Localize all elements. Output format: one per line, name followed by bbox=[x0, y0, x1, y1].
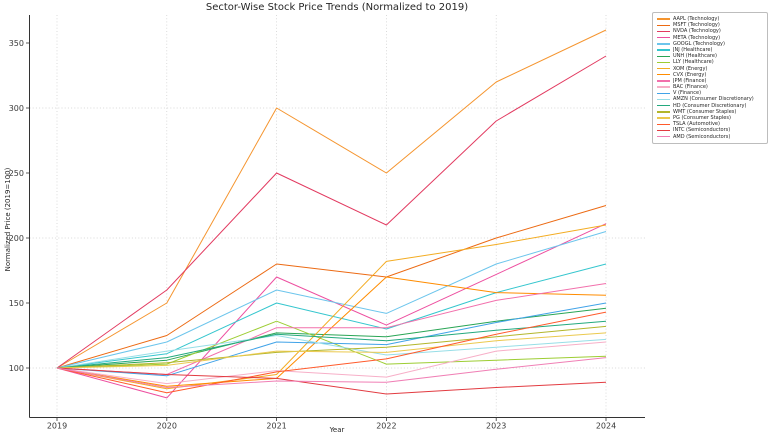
legend-item: HD (Consumer Discretionary) bbox=[657, 103, 763, 109]
series-line bbox=[56, 357, 607, 388]
legend-label: V (Finance) bbox=[673, 90, 702, 97]
y-tick-label: 200 bbox=[9, 234, 24, 243]
x-tick-label: 2019 bbox=[47, 422, 67, 431]
series-line bbox=[56, 320, 607, 369]
legend-item: UNH (Healthcare) bbox=[657, 53, 763, 59]
legend-label: TSLA (Automotive) bbox=[673, 121, 720, 128]
legend-swatch bbox=[657, 61, 670, 64]
legend-swatch bbox=[657, 86, 670, 88]
y-tick-label: 150 bbox=[9, 299, 24, 308]
legend-swatch bbox=[657, 129, 670, 132]
legend-swatch bbox=[657, 74, 670, 76]
y-tick-label: 300 bbox=[9, 104, 24, 113]
legend-swatch bbox=[657, 49, 670, 51]
x-tick-label: 2024 bbox=[596, 422, 616, 431]
legend-item: NVDA (Technology) bbox=[657, 28, 763, 34]
chart-title: Sector-Wise Stock Price Trends (Normaliz… bbox=[205, 2, 469, 13]
legend-item: AMZN (Consumer Discretionary) bbox=[657, 96, 763, 102]
legend-swatch bbox=[657, 135, 670, 138]
legend-swatch bbox=[657, 24, 670, 26]
legend-item: AMD (Semiconductors) bbox=[657, 134, 763, 140]
series-line bbox=[56, 311, 607, 394]
x-tick-label: 2021 bbox=[266, 422, 286, 431]
y-tick-label: 100 bbox=[9, 364, 24, 373]
legend-label: CVX (Energy) bbox=[673, 71, 707, 78]
legend-swatch bbox=[657, 105, 670, 107]
x-tick-label: 2020 bbox=[157, 422, 177, 431]
legend-label: WMT (Consumer Staples) bbox=[673, 108, 737, 115]
legend-swatch bbox=[657, 30, 670, 33]
series-line bbox=[56, 231, 607, 369]
series-line bbox=[56, 332, 607, 369]
series-line bbox=[56, 320, 607, 369]
legend-swatch bbox=[657, 92, 670, 95]
legend-swatch bbox=[657, 117, 670, 119]
legend-item: BAC (Finance) bbox=[657, 84, 763, 90]
legend-label: JNJ (Healthcare) bbox=[673, 46, 713, 53]
legend-swatch bbox=[657, 123, 670, 125]
x-tick-label: 2023 bbox=[486, 422, 506, 431]
series-line bbox=[56, 341, 607, 385]
legend-item: JPM (Finance) bbox=[657, 78, 763, 84]
legend-item: CVX (Energy) bbox=[657, 72, 763, 78]
legend-item: XOM (Energy) bbox=[657, 66, 763, 72]
legend-label: META (Technology) bbox=[673, 34, 721, 41]
legend-swatch bbox=[657, 18, 670, 20]
y-tick-label: 350 bbox=[9, 39, 24, 48]
legend-item: INTC (Semiconductors) bbox=[657, 127, 763, 133]
legend-item: GOOGL (Technology) bbox=[657, 41, 763, 47]
series-line bbox=[56, 223, 607, 399]
legend-label: AAPL (Technology) bbox=[673, 16, 720, 22]
legend-label: BAC (Finance) bbox=[673, 84, 708, 91]
legend-item: TSLA (Automotive) bbox=[657, 121, 763, 127]
legend-label: XOM (Energy) bbox=[673, 65, 708, 72]
legend-item: META (Technology) bbox=[657, 35, 763, 41]
y-tick-label: 250 bbox=[9, 169, 24, 178]
legend-swatch bbox=[657, 98, 670, 101]
legend-label: AMD (Semiconductors) bbox=[673, 133, 731, 140]
legend-swatch bbox=[657, 67, 670, 70]
legend-label: HD (Consumer Discretionary) bbox=[673, 102, 747, 109]
series-line bbox=[56, 276, 607, 387]
series-line bbox=[56, 325, 607, 369]
legend-label: PG (Consumer Staples) bbox=[673, 115, 731, 121]
legend-label: GOOGL (Technology) bbox=[673, 40, 725, 47]
series-line bbox=[56, 224, 607, 390]
legend-swatch bbox=[657, 80, 670, 82]
series-line bbox=[56, 55, 607, 369]
legend-swatch bbox=[657, 111, 670, 113]
series-line bbox=[56, 205, 607, 369]
legend-label: INTC (Semiconductors) bbox=[673, 127, 731, 134]
legend-item: JNJ (Healthcare) bbox=[657, 47, 763, 53]
series-line bbox=[56, 367, 607, 395]
series-line bbox=[56, 263, 607, 369]
legend-label: JPM (Finance) bbox=[673, 77, 707, 84]
legend-label: UNH (Healthcare) bbox=[673, 53, 717, 60]
legend-item: AAPL (Technology) bbox=[657, 16, 763, 22]
legend-item: MSFT (Technology) bbox=[657, 22, 763, 28]
legend-label: LLY (Healthcare) bbox=[673, 59, 714, 66]
series-line bbox=[56, 302, 607, 377]
x-tick-label: 2022 bbox=[376, 422, 396, 431]
legend-item: V (Finance) bbox=[657, 90, 763, 96]
legend-item: PG (Consumer Staples) bbox=[657, 115, 763, 121]
legend-swatch bbox=[657, 55, 670, 57]
legend-swatch bbox=[657, 43, 670, 45]
y-axis-label: Normalized Price (2019=100) bbox=[4, 167, 12, 272]
legend-label: AMZN (Consumer Discretionary) bbox=[673, 96, 754, 103]
legend-label: NVDA (Technology) bbox=[673, 28, 721, 35]
legend: AAPL (Technology) MSFT (Technology) NVDA (… bbox=[652, 12, 768, 144]
x-axis-label: Year bbox=[329, 426, 345, 434]
legend-item: LLY (Healthcare) bbox=[657, 59, 763, 65]
series-line bbox=[56, 29, 607, 369]
series-line bbox=[56, 335, 607, 369]
legend-swatch bbox=[657, 36, 670, 39]
legend-item: WMT (Consumer Staples) bbox=[657, 109, 763, 115]
legend-label: MSFT (Technology) bbox=[673, 22, 720, 29]
